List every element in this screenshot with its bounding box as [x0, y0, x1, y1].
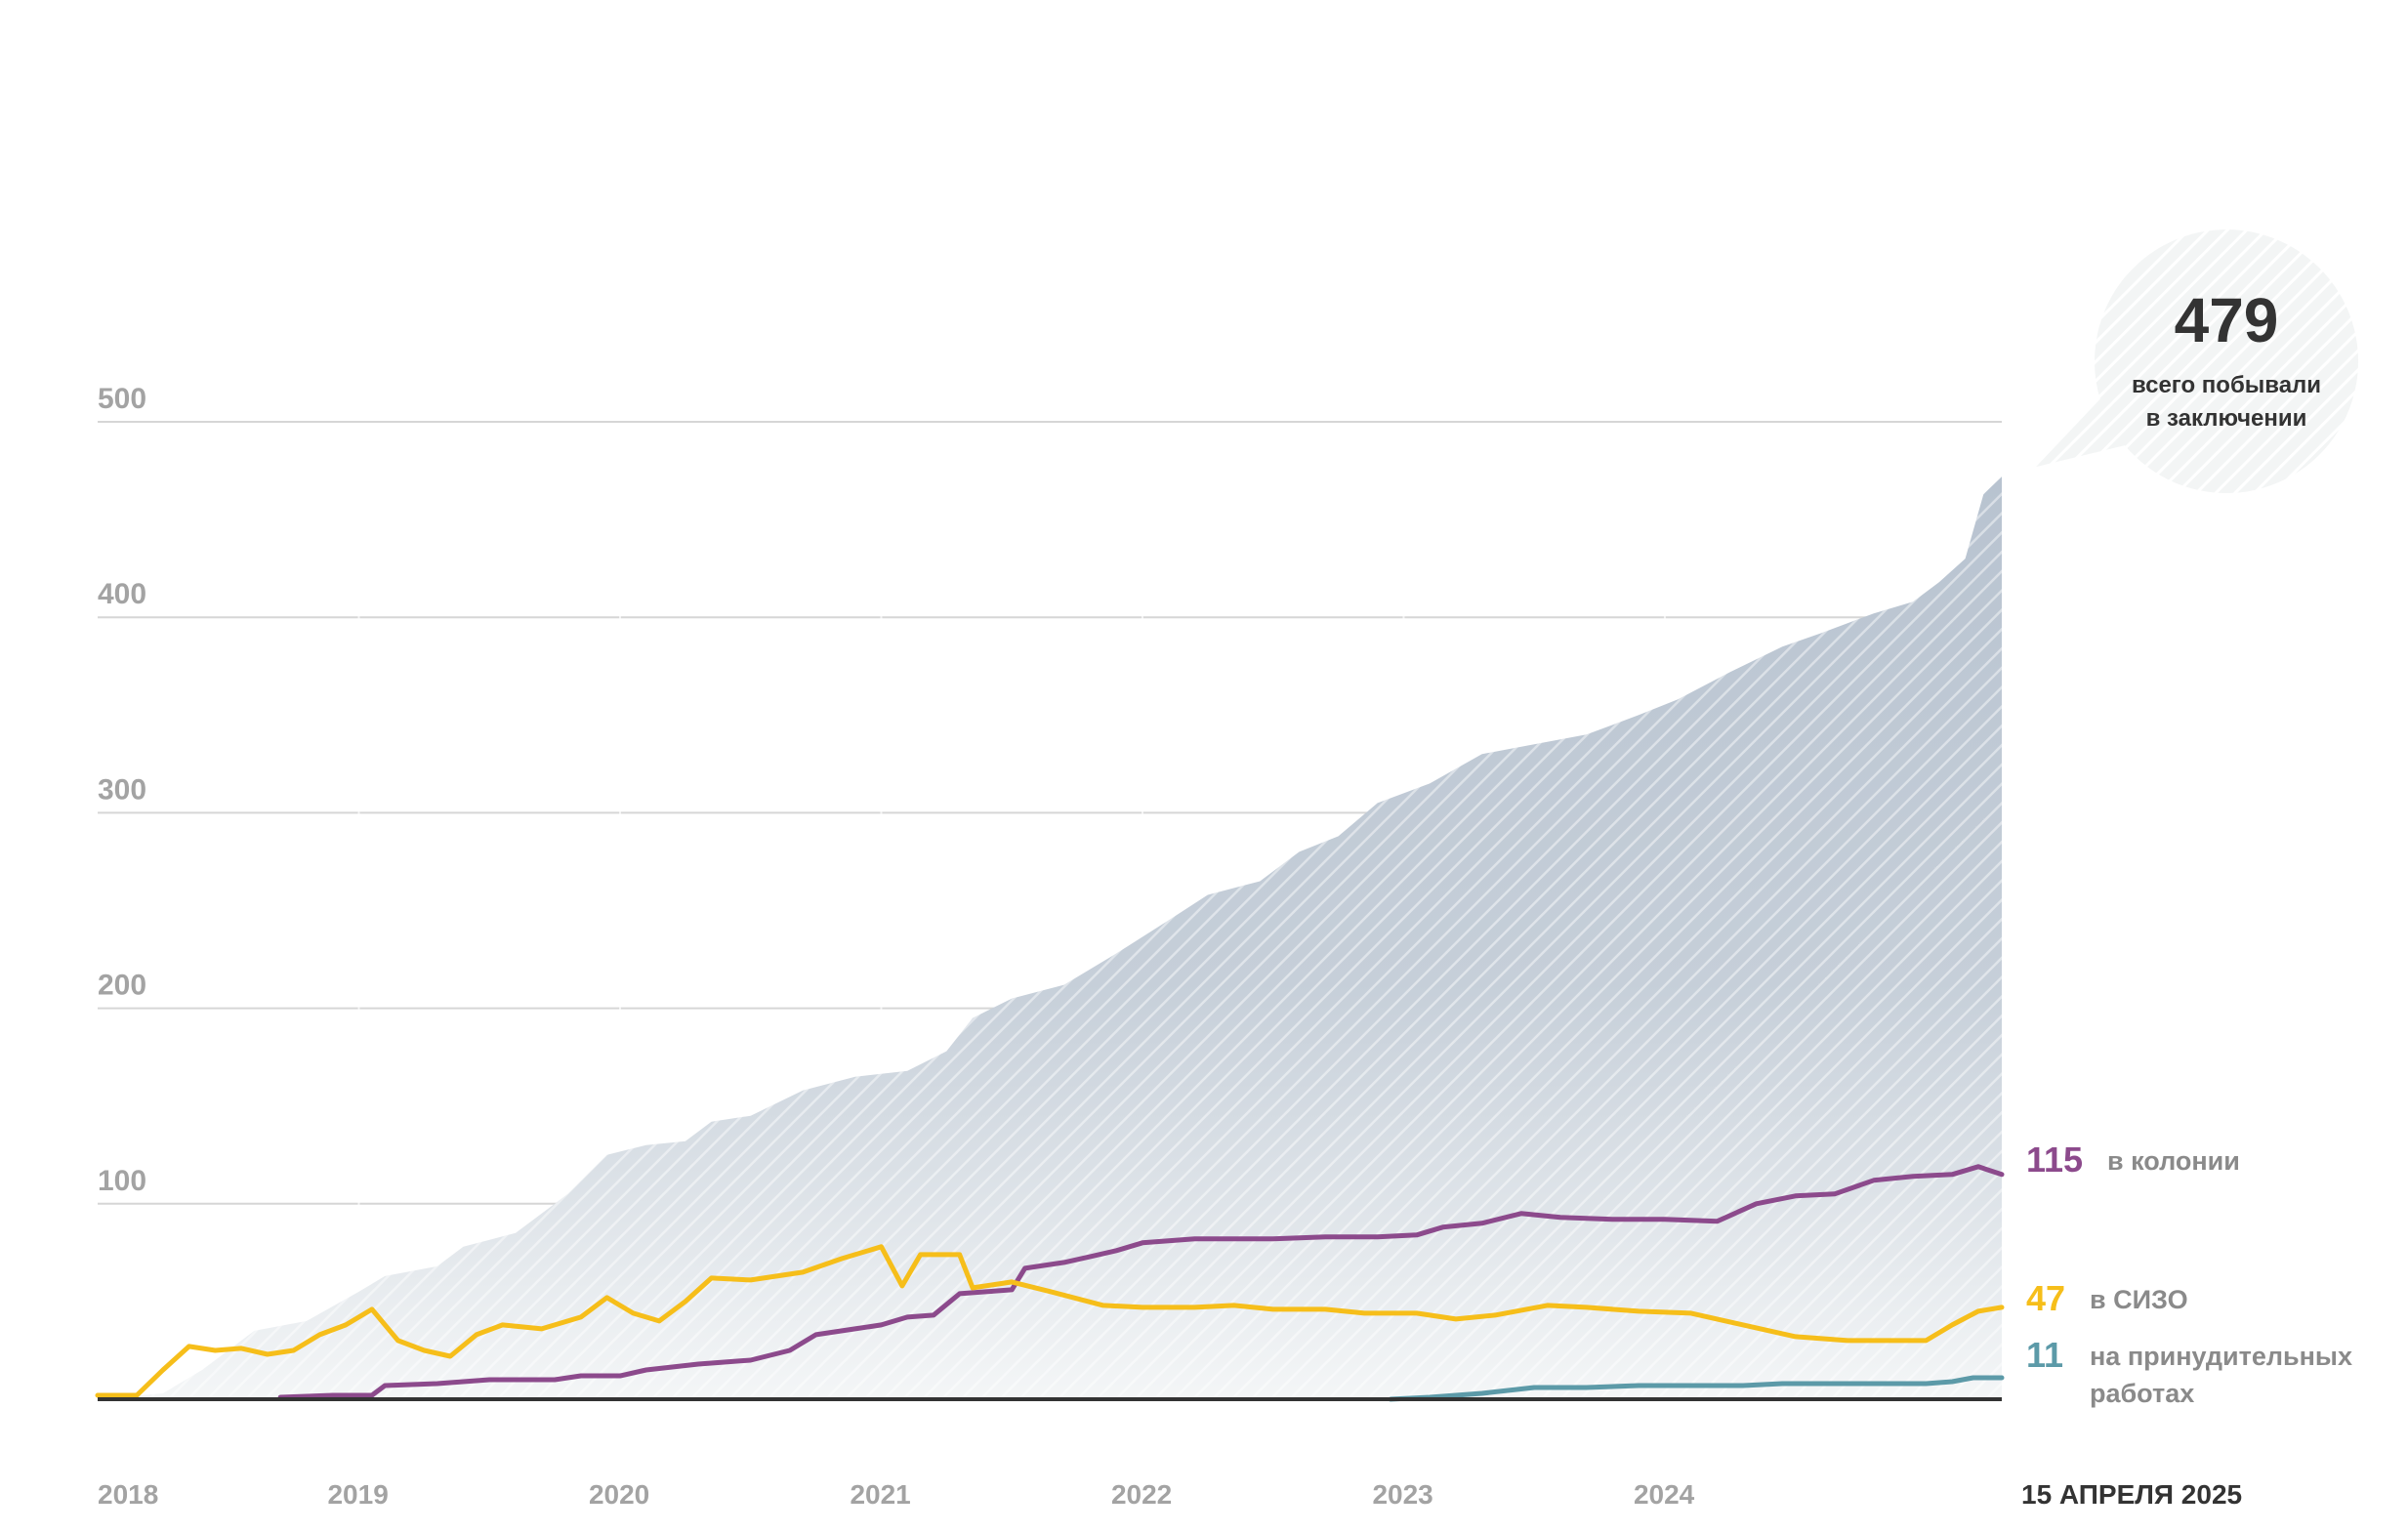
- area-layer: [98, 476, 2002, 1400]
- x-tick-label: 2022: [1111, 1479, 1172, 1510]
- forced-labor-end-text: работах: [2090, 1379, 2194, 1408]
- callout-value: 479: [2175, 285, 2279, 355]
- x-tick-label: 2019: [327, 1479, 388, 1510]
- total-callout: 479 всего побывали в заключении: [2036, 229, 2359, 494]
- y-tick-label: 500: [98, 383, 146, 415]
- y-tick-label: 200: [98, 970, 146, 1002]
- date-label: 15 АПРЕЛЯ 2025: [2021, 1479, 2242, 1510]
- end-labels: 115 в колонии 47 в СИЗО 11 на принудительных р…: [2026, 1139, 2352, 1408]
- y-axis-labels: 100 200 300 400 500: [98, 383, 146, 1197]
- x-tick-label: 2018: [98, 1479, 158, 1510]
- total-area-hatch: [98, 476, 2002, 1400]
- callout-line-2: в заключении: [2146, 405, 2307, 432]
- x-tick-label: 2024: [1634, 1479, 1695, 1510]
- y-tick-label: 400: [98, 578, 146, 610]
- y-tick-label: 100: [98, 1165, 146, 1197]
- colony-end-text: в колонии: [2107, 1146, 2240, 1176]
- callout-line-1: всего побывали: [2132, 372, 2321, 398]
- sizo-end-text: в СИЗО: [2090, 1285, 2188, 1314]
- colony-line: [277, 1164, 2005, 1400]
- y-tick-label: 300: [98, 773, 146, 806]
- x-axis-labels: 2018 2019 2020 2021 2022 2023 2024: [98, 1479, 1695, 1510]
- forced-labor-end-text: на принудительных: [2090, 1342, 2352, 1371]
- sizo-line: [95, 1244, 2005, 1398]
- sizo-end-value: 47: [2026, 1278, 2065, 1318]
- line-layer: [95, 1164, 2005, 1402]
- x-tick-label: 2021: [850, 1479, 910, 1510]
- x-tick-label: 2023: [1372, 1479, 1432, 1510]
- forced-labor-line: [1388, 1375, 2005, 1402]
- forced-labor-end-value: 11: [2026, 1335, 2063, 1375]
- colony-end-value: 115: [2026, 1139, 2083, 1180]
- callout-bubble: [2036, 229, 2359, 494]
- x-tick-label: 2020: [589, 1479, 649, 1510]
